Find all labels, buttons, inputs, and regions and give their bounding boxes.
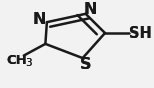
Bar	[36, 15, 43, 23]
Text: CH: CH	[6, 54, 27, 67]
Bar	[87, 5, 93, 13]
Text: S: S	[80, 57, 91, 72]
Text: N: N	[83, 2, 97, 17]
Text: S: S	[80, 57, 91, 72]
Text: N: N	[33, 12, 46, 27]
Text: N: N	[33, 12, 46, 27]
Text: SH: SH	[129, 26, 151, 41]
Bar	[9, 57, 22, 64]
Text: 3: 3	[25, 58, 31, 68]
Text: SH: SH	[129, 26, 151, 41]
Bar	[134, 29, 146, 37]
Text: 3: 3	[25, 58, 31, 68]
Bar	[82, 61, 89, 68]
Text: N: N	[83, 2, 97, 17]
Text: CH: CH	[6, 54, 27, 67]
